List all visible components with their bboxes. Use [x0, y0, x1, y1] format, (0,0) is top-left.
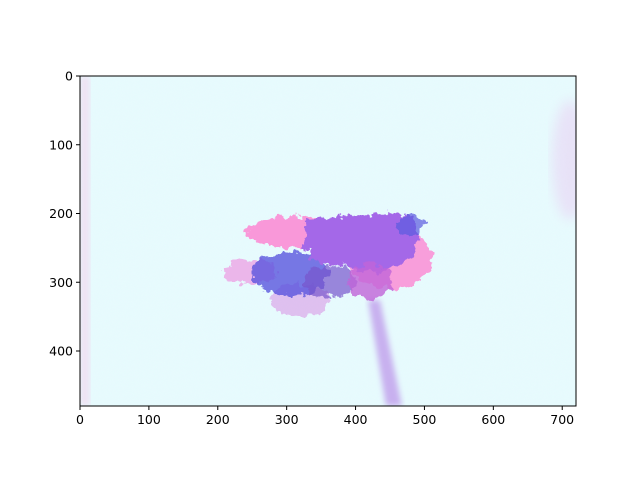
- x-tick-label: 600: [481, 412, 505, 427]
- x-tick-label: 0: [76, 412, 84, 427]
- x-tick-label: 200: [206, 412, 230, 427]
- x-tick-label: 400: [344, 412, 368, 427]
- x-tick-label: 500: [413, 412, 437, 427]
- sign-stem: [368, 300, 402, 406]
- x-tick-label: 100: [137, 412, 161, 427]
- axes-frame: [79, 75, 577, 407]
- y-tick-label: 0: [65, 69, 73, 84]
- x-axis: 0 100 200 300 400 500 600 700: [76, 406, 574, 427]
- y-tick-label: 200: [49, 206, 73, 221]
- y-tick-label: 100: [49, 137, 73, 152]
- image-content: [80, 76, 576, 406]
- y-tick-label: 400: [49, 344, 73, 359]
- x-tick-label: 700: [550, 412, 574, 427]
- x-tick-label: 300: [275, 412, 299, 427]
- y-axis: 0 100 200 300 400: [49, 69, 80, 359]
- sign-blob: [224, 213, 432, 316]
- y-tick-label: 300: [49, 275, 73, 290]
